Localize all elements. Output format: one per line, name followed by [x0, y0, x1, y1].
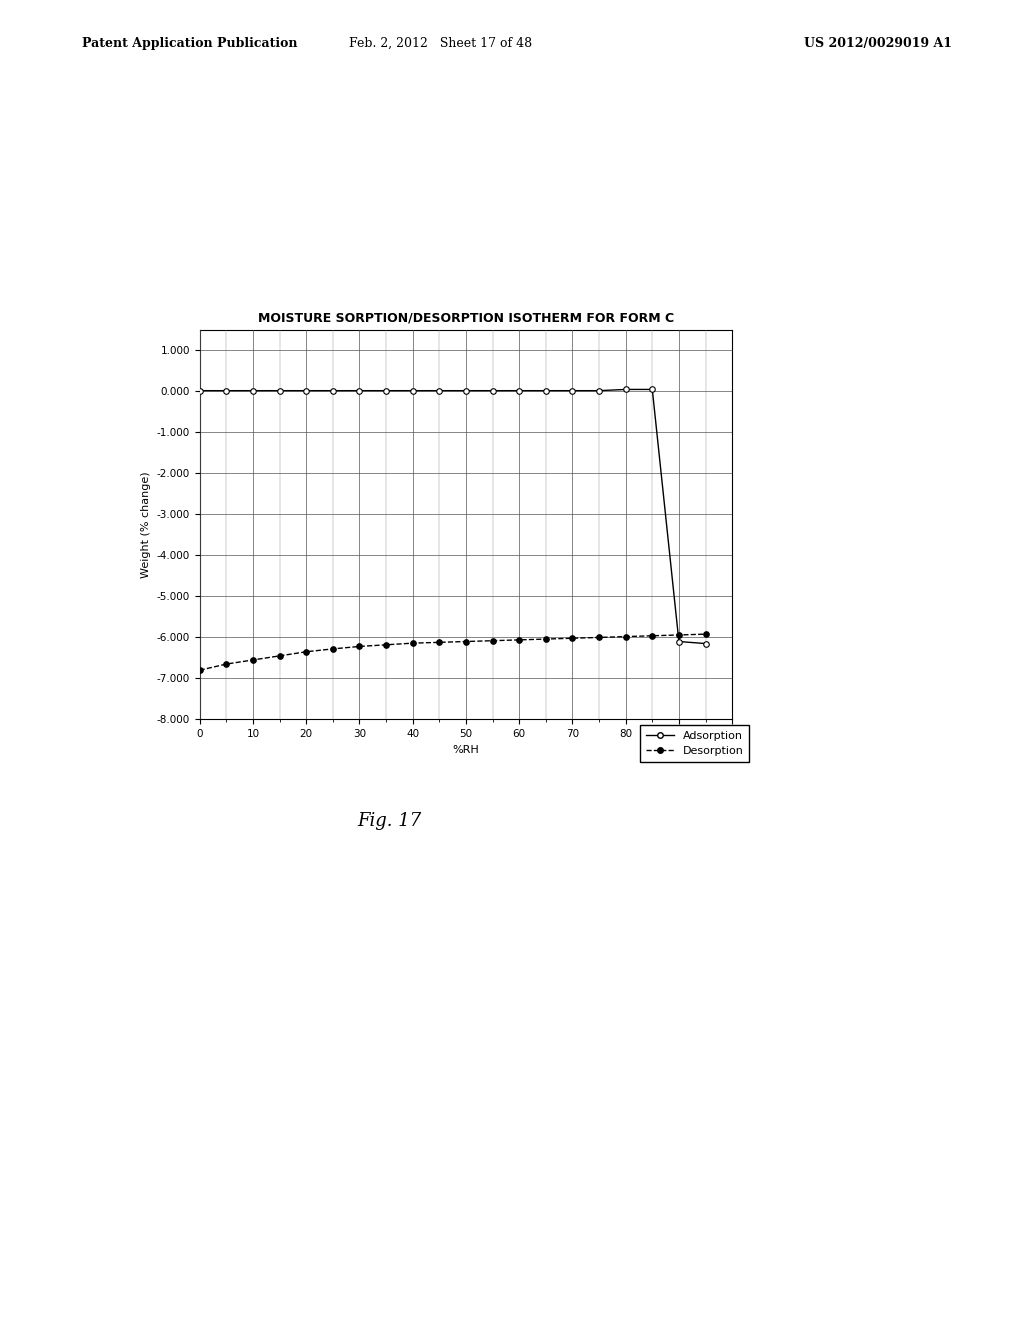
Title: MOISTURE SORPTION/DESORPTION ISOTHERM FOR FORM C: MOISTURE SORPTION/DESORPTION ISOTHERM FO…	[258, 312, 674, 325]
Text: Feb. 2, 2012   Sheet 17 of 48: Feb. 2, 2012 Sheet 17 of 48	[349, 37, 531, 50]
Text: US 2012/0029019 A1: US 2012/0029019 A1	[804, 37, 952, 50]
X-axis label: %RH: %RH	[453, 744, 479, 755]
Y-axis label: Weight (% change): Weight (% change)	[141, 471, 152, 578]
Text: Fig. 17: Fig. 17	[357, 812, 421, 830]
Text: Patent Application Publication: Patent Application Publication	[82, 37, 297, 50]
Legend: Adsorption, Desorption: Adsorption, Desorption	[640, 725, 750, 762]
